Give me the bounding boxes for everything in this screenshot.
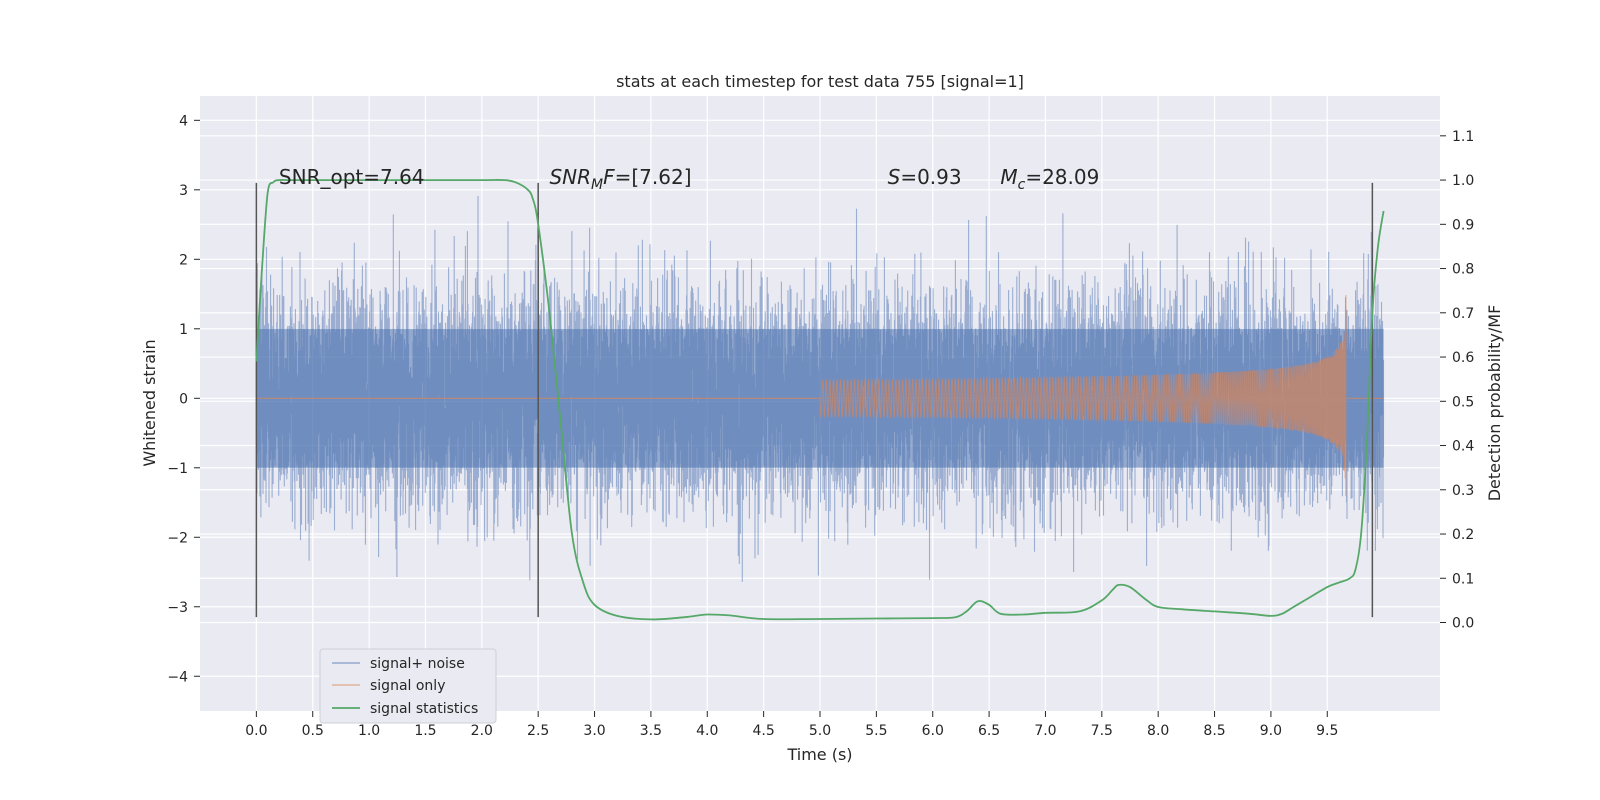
y-axis-label-right: Detection probability/MF: [1485, 305, 1504, 502]
x-tick-label-11: 5.5: [865, 723, 887, 739]
x-tick-label-9: 4.5: [753, 723, 775, 739]
x-axis-label: Time (s): [786, 745, 852, 764]
x-tick-label-17: 8.5: [1203, 723, 1225, 739]
x-tick-label-19: 9.5: [1316, 723, 1338, 739]
x-tick-label-5: 2.5: [527, 723, 549, 739]
y-tick-label-right-0: 1.1: [1452, 129, 1474, 145]
y-tick-label-right-9: 0.2: [1452, 527, 1474, 543]
legend: signal+ noise signal only signal statist…: [319, 648, 497, 724]
series-signal-only: [819, 294, 1347, 496]
annotation-3: Mc=28.09: [1000, 165, 1099, 193]
y-tick-label-left-4: 0: [179, 391, 188, 407]
y-tick-label-left-3: 1: [179, 322, 188, 338]
legend-label-signal-only: signal only: [370, 678, 445, 694]
annotation-0: SNR_opt=7.64: [279, 165, 425, 189]
y-tick-label-right-3: 0.8: [1452, 262, 1474, 278]
x-tick-label-16: 8.0: [1147, 723, 1169, 739]
y-axis-label-left: Whitened strain: [140, 339, 159, 466]
y-tick-label-left-6: −2: [167, 530, 188, 546]
y-tick-label-left-8: −4: [167, 669, 188, 685]
y-tick-label-right-11: 0.0: [1452, 616, 1474, 632]
annotation-2: S=0.93: [888, 165, 962, 189]
y-tick-label-left-7: −3: [167, 600, 188, 616]
annotation-1: SNRMF=[7.62]: [549, 165, 691, 193]
x-tick-label-4: 2.0: [471, 723, 493, 739]
y-tick-label-right-5: 0.6: [1452, 350, 1474, 366]
y-tick-label-left-0: 4: [179, 113, 188, 129]
ticks-layer: 4 3 2 1 0 −1 −2 −3 −4 1.1 1.0 0.9 0.8 0.7 0.6 0.5 0.4 0.3…: [167, 113, 1474, 739]
markers-layer: [255, 182, 1374, 618]
x-tick-label-3: 1.5: [414, 723, 436, 739]
x-tick-label-0: 0.0: [245, 723, 267, 739]
legend-label-signal-noise: signal+ noise: [370, 656, 465, 672]
y-tick-label-right-2: 0.9: [1452, 217, 1474, 233]
y-tick-label-left-5: −1: [167, 461, 188, 477]
series-signal-statistics: [255, 179, 1385, 621]
x-tick-label-14: 7.0: [1034, 723, 1056, 739]
x-tick-label-13: 6.5: [978, 723, 1000, 739]
legend-box: [319, 648, 497, 724]
annot-layer: SNR_opt=7.64 SNRMF=[7.62] S=0.93 Mc=28.09: [279, 165, 1099, 193]
x-tick-label-10: 5.0: [809, 723, 831, 739]
y-tick-label-right-8: 0.3: [1452, 483, 1474, 499]
stat-layer: [255, 179, 1385, 621]
x-tick-label-15: 7.5: [1091, 723, 1113, 739]
x-tick-label-7: 3.5: [640, 723, 662, 739]
y-tick-label-right-6: 0.5: [1452, 394, 1474, 410]
x-tick-label-1: 0.5: [302, 723, 324, 739]
x-tick-label-12: 6.0: [922, 723, 944, 739]
y-tick-label-right-4: 0.7: [1452, 306, 1474, 322]
y-tick-label-right-1: 1.0: [1452, 173, 1474, 189]
y-tick-label-right-10: 0.1: [1452, 571, 1474, 587]
y-tick-label-left-1: 3: [179, 183, 188, 199]
x-tick-label-8: 4.0: [696, 723, 718, 739]
x-tick-label-18: 9.0: [1260, 723, 1282, 739]
y-tick-label-left-2: 2: [179, 252, 188, 268]
chart-title: stats at each timestep for test data 755…: [616, 72, 1024, 91]
x-tick-label-2: 1.0: [358, 723, 380, 739]
y-tick-label-right-7: 0.4: [1452, 439, 1474, 455]
legend-label-signal-statistics: signal statistics: [370, 701, 478, 717]
x-tick-label-6: 3.0: [583, 723, 605, 739]
